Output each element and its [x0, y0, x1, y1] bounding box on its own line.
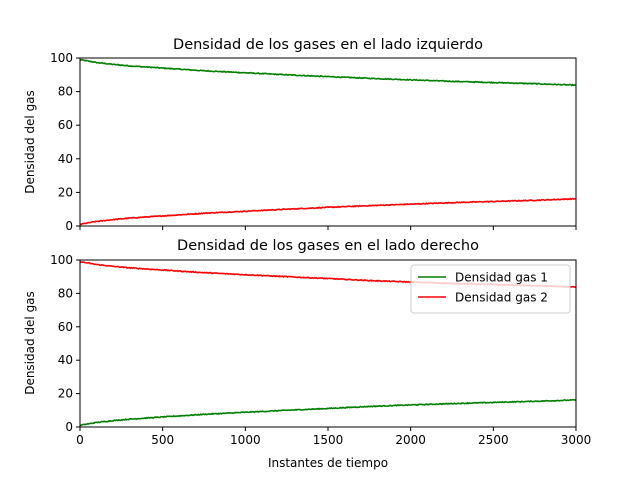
y-tick-label: 40 — [58, 152, 73, 166]
plot-frame — [79, 57, 577, 227]
series-line-1 — [79, 58, 577, 87]
chart-title: Densidad de los gases en el lado izquier… — [173, 37, 483, 53]
x-tick-label: 2000 — [395, 433, 426, 447]
y-axis-label: Densidad del gas — [23, 291, 37, 395]
legend-label: Densidad gas 1 — [455, 271, 548, 285]
y-tick-label: 80 — [58, 85, 73, 99]
legend-label: Densidad gas 2 — [455, 291, 548, 305]
x-tick-label: 1000 — [230, 433, 261, 447]
y-tick-label: 0 — [65, 420, 73, 434]
y-tick-label: 40 — [58, 353, 73, 367]
y-tick-label: 100 — [50, 253, 73, 267]
series-line-1 — [79, 398, 577, 427]
x-tick-label: 1500 — [313, 433, 344, 447]
x-tick-label: 500 — [151, 433, 174, 447]
y-tick-label: 0 — [65, 219, 73, 233]
chart-title: Densidad de los gases en el lado derecho — [177, 238, 479, 254]
y-tick-label: 60 — [58, 118, 73, 132]
y-tick-label: 20 — [58, 185, 73, 199]
y-tick-label: 20 — [58, 387, 73, 401]
y-tick-label: 100 — [50, 51, 73, 65]
x-tick-label: 0 — [76, 433, 84, 447]
x-tick-label: 3000 — [561, 433, 592, 447]
chart-panel-left-side: Densidad de los gases en el lado izquier… — [23, 37, 577, 233]
x-axis-label: Instantes de tiempo — [268, 456, 388, 470]
x-tick-label: 2500 — [478, 433, 509, 447]
chart-marks: 0 20 40 60 80 100 — [50, 51, 577, 233]
y-tick-label: 80 — [58, 286, 73, 300]
legend-box — [410, 264, 571, 314]
y-tick-label: 60 — [58, 320, 73, 334]
plot-frame — [79, 259, 577, 428]
y-axis-label: Densidad del gas — [23, 90, 37, 194]
series-line-2 — [79, 197, 577, 226]
legend: Densidad gas 1 Densidad gas 2 — [410, 264, 571, 314]
chart-panel-right-side: Densidad de los gases en el lado derecho… — [23, 238, 591, 470]
